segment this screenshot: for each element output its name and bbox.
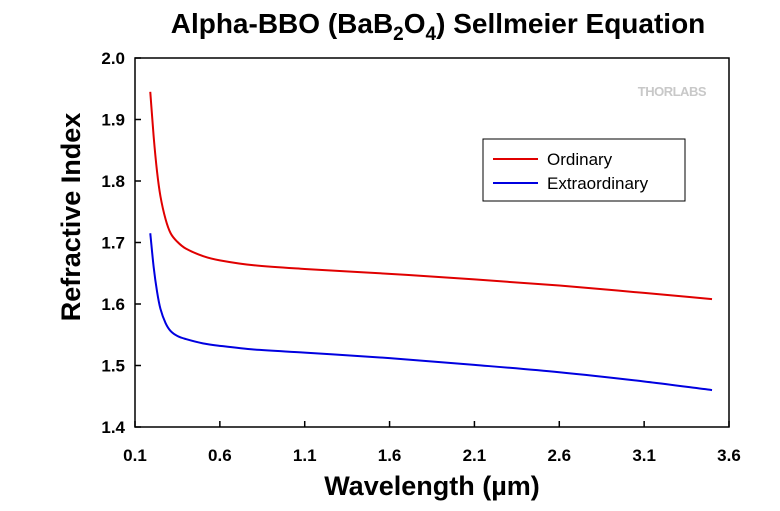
series-line-ordinary — [149, 91, 713, 301]
x-tick-label: 0.6 — [208, 446, 232, 465]
legend: Ordinary Extraordinary — [482, 138, 686, 202]
x-tick-label: 1.6 — [378, 446, 402, 465]
x-axis-label: Wavelength (µm) — [324, 471, 540, 501]
x-tick-label: 2.6 — [547, 446, 571, 465]
x-tick-label: 3.1 — [632, 446, 656, 465]
series-layer — [149, 91, 713, 392]
y-tick-label: 1.5 — [101, 357, 125, 376]
y-tick-label: 1.7 — [101, 234, 125, 253]
thorlabs-watermark: THORLABS — [638, 84, 707, 99]
series-line-extraordinary — [149, 233, 713, 392]
y-tick-label: 1.8 — [101, 172, 125, 191]
legend-label-ordinary: Ordinary — [547, 150, 613, 169]
chart-title: Alpha-BBO (BaB2O4) Sellmeier Equation — [171, 8, 706, 45]
x-tick-label: 1.1 — [293, 446, 317, 465]
y-tick-label: 2.0 — [101, 49, 125, 68]
x-tick-label: 0.1 — [123, 446, 147, 465]
y-axis: 1.4 1.5 1.6 1.7 1.8 1.9 2.0 — [101, 49, 141, 437]
x-axis: 0.1 0.6 1.1 1.6 2.1 2.6 3.1 3.6 — [123, 421, 741, 465]
y-tick-label: 1.4 — [101, 418, 125, 437]
legend-label-extraordinary: Extraordinary — [547, 174, 649, 193]
plot-area: THORLABS — [134, 57, 730, 428]
y-tick-label: 1.6 — [101, 295, 125, 314]
x-tick-label: 3.6 — [717, 446, 741, 465]
plot-frame — [134, 57, 730, 428]
x-tick-label: 2.1 — [463, 446, 487, 465]
y-tick-label: 1.9 — [101, 111, 125, 130]
y-axis-label: Refractive Index — [56, 113, 86, 322]
legend-box — [482, 138, 686, 202]
